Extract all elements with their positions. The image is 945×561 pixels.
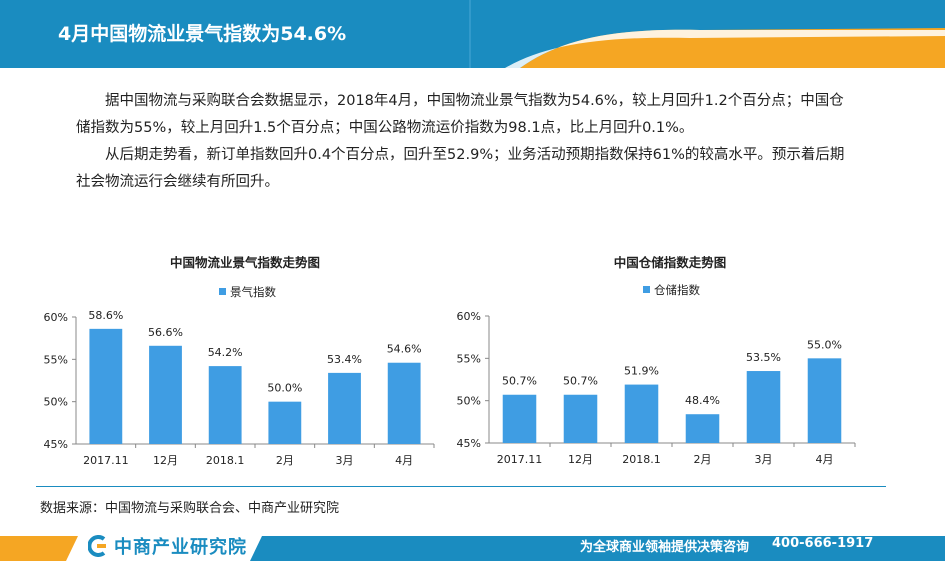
legend-label: 景气指数 xyxy=(230,285,276,299)
x-tick-label: 2月 xyxy=(276,454,294,467)
legend-swatch xyxy=(219,288,226,295)
y-tick-label: 50% xyxy=(457,395,481,408)
footer-phone: 400-666-1917 xyxy=(772,536,874,551)
bar xyxy=(563,394,598,443)
header-decoration xyxy=(469,0,945,68)
bar xyxy=(268,401,302,444)
y-tick-label: 55% xyxy=(44,353,68,366)
logo-icon xyxy=(88,535,106,557)
article-body: 据中国物流与采购联合会数据显示，2018年4月，中国物流业景气指数为54.6%，… xyxy=(76,88,846,196)
bar xyxy=(387,362,421,444)
y-tick-label: 50% xyxy=(44,396,68,409)
data-label: 50.7% xyxy=(563,375,598,388)
data-label: 53.4% xyxy=(327,353,362,366)
y-tick-label: 60% xyxy=(457,310,481,323)
footer: 中商产业研究院 为全球商业领袖提供决策咨询 400-666-1917 xyxy=(0,530,945,561)
x-tick-label: 12月 xyxy=(153,454,178,467)
data-label: 54.2% xyxy=(208,346,243,359)
bar xyxy=(208,366,242,444)
footer-bar xyxy=(0,536,945,561)
bar xyxy=(807,358,842,443)
legend-label: 仓储指数 xyxy=(654,283,700,297)
x-tick-label: 2月 xyxy=(694,453,712,466)
bar xyxy=(89,328,123,444)
data-label: 51.9% xyxy=(624,365,659,378)
paragraph-2: 从后期走势看，新订单指数回升0.4个百分点，回升至52.9%；业务活动预期指数保… xyxy=(76,147,845,190)
bar xyxy=(746,371,781,443)
data-label: 50.0% xyxy=(267,382,302,395)
data-label: 53.5% xyxy=(746,351,781,364)
y-tick-label: 60% xyxy=(44,311,68,324)
y-tick-label: 45% xyxy=(457,437,481,450)
x-tick-label: 2017.11 xyxy=(497,453,543,466)
source-divider xyxy=(36,486,886,487)
logo-text: 中商产业研究院 xyxy=(114,537,247,558)
data-label: 55.0% xyxy=(807,338,842,351)
x-tick-label: 2017.11 xyxy=(83,454,129,467)
x-tick-label: 4月 xyxy=(395,454,413,467)
bar xyxy=(685,414,720,443)
x-tick-label: 2018.1 xyxy=(206,454,245,467)
data-label: 48.4% xyxy=(685,394,720,407)
chart-title: 中国物流业景气指数走势图 xyxy=(170,255,320,270)
x-tick-label: 4月 xyxy=(816,453,834,466)
paragraph-1: 据中国物流与采购联合会数据显示，2018年4月，中国物流业景气指数为54.6%，… xyxy=(76,93,844,136)
data-label: 50.7% xyxy=(502,375,537,388)
data-label: 58.6% xyxy=(88,309,123,322)
data-source: 数据来源：中国物流与采购联合会、中商产业研究院 xyxy=(40,501,340,516)
data-label: 54.6% xyxy=(387,343,422,356)
x-tick-label: 3月 xyxy=(336,454,354,467)
y-tick-label: 55% xyxy=(457,352,481,365)
bar xyxy=(624,384,659,443)
warehouse-index-chart: 中国仓储指数走势图 仓储指数 60% 55% 50% 45% 50.7% 2017.11 5… xyxy=(457,255,856,466)
header-banner: 4月中国物流业景气指数为54.6% xyxy=(0,0,945,68)
logistics-index-chart: 中国物流业景气指数走势图 景气指数 60% 55% 50% 45% 58.6% 2017.… xyxy=(44,255,435,467)
legend-swatch xyxy=(643,286,650,293)
data-label: 56.6% xyxy=(148,326,183,339)
bar xyxy=(502,394,537,443)
y-tick-label: 45% xyxy=(44,438,68,451)
chart-title: 中国仓储指数走势图 xyxy=(614,255,727,270)
x-tick-label: 3月 xyxy=(755,453,773,466)
bar xyxy=(149,345,182,444)
footer-tagline: 为全球商业领袖提供决策咨询 xyxy=(580,540,750,555)
x-tick-label: 12月 xyxy=(568,453,593,466)
x-tick-label: 2018.1 xyxy=(622,453,661,466)
bar xyxy=(328,372,361,444)
page-title: 4月中国物流业景气指数为54.6% xyxy=(58,23,347,45)
